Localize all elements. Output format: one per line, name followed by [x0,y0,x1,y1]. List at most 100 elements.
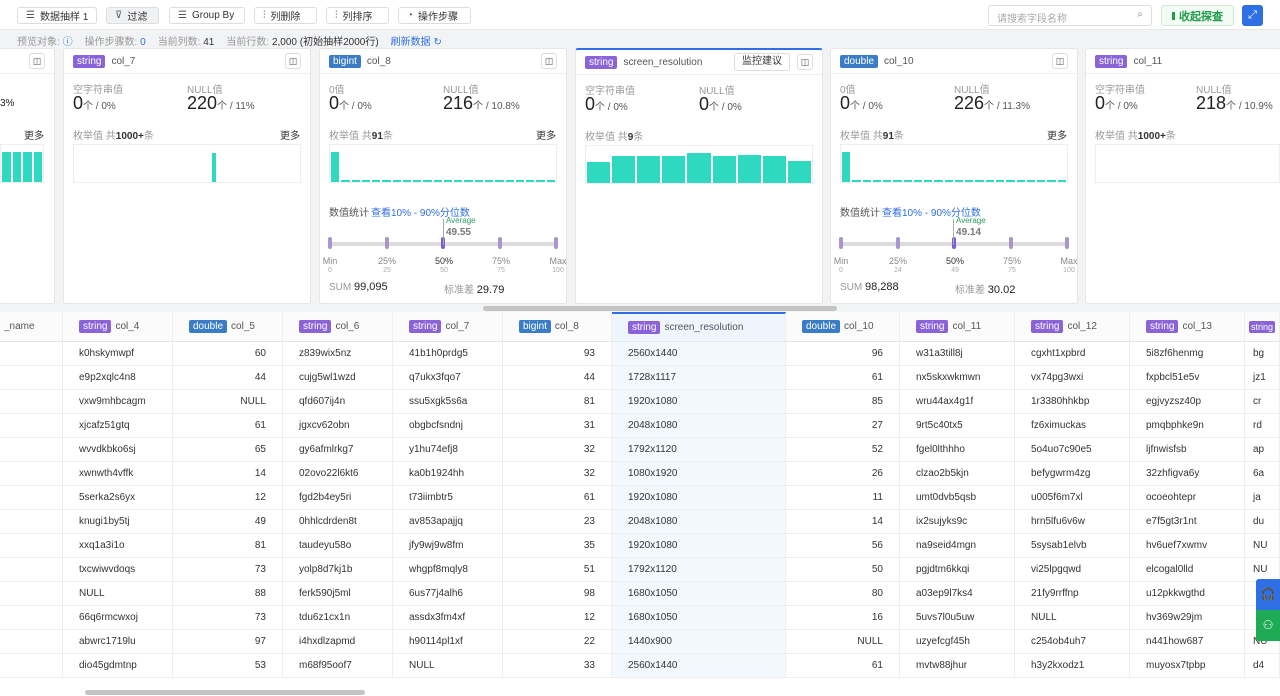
column-header-col_6[interactable]: string col_6 [283,312,393,342]
more-link[interactable]: 更多 [1047,131,1067,142]
more-link[interactable]: 更多 [280,131,300,142]
table-cell: du [1245,510,1280,534]
table-cell: 61 [173,414,283,438]
collapse-explore-button[interactable]: 收起探查 [1161,5,1234,26]
table-cell: 16 [786,606,900,630]
card-header: string col_7 ◫ [64,49,310,74]
histogram-bar [443,179,453,182]
table-cell: c254ob4uh7 [1015,630,1130,654]
more-link[interactable]: 更多 [536,131,556,142]
quantile-marker [1008,237,1013,249]
count: 216 [443,93,474,113]
table-cell [0,486,63,510]
table-horizontal-scrollbar[interactable] [85,690,365,695]
histogram-bar [862,179,871,182]
table-cell: whgpf8mqly8 [393,558,503,582]
toolbar-button-2[interactable]: ☰ Group By [169,7,245,24]
column-header-screen_resolution[interactable]: string screen_resolution [612,312,786,342]
column-toggle-button[interactable]: ◫ [797,54,813,70]
info-icon[interactable]: ⓘ [62,37,73,48]
table-cell: u12pkkwgthd [1130,582,1245,606]
histogram-bar [464,179,473,182]
table-cell: 41b1h0prdg5 [393,342,503,366]
histogram-bar [965,179,974,182]
column-header-col_8[interactable]: bigint col_8 [503,312,612,342]
type-tag: string [409,320,442,333]
quantile-link[interactable]: 查看10% - 90%分位数 [371,208,470,219]
column-header-col_10[interactable]: double col_10 [786,312,900,342]
column-toggle-button[interactable]: ◫ [1052,53,1068,69]
delete-column-icon: ⫶ [263,10,266,21]
average-label: Average [956,216,986,225]
column-header-col_12[interactable]: string col_12 [1015,312,1130,342]
table-cell: 50 [786,558,900,582]
type-tag: string [1031,320,1064,333]
histogram-bar [392,179,401,182]
table-cell: ljfnwisfsb [1130,438,1245,462]
histogram-bar [372,179,381,182]
type-tag: string [299,320,332,333]
enum-number: 1000+ [1137,131,1166,142]
table-cell: 22 [503,630,612,654]
column-header-col_11[interactable]: string col_11 [900,312,1015,342]
fullscreen-button[interactable]: ⤢ [1242,5,1263,26]
support-button[interactable]: 🎧 [1256,579,1280,610]
table-cell: 33 [503,654,612,678]
refresh-data-link[interactable]: 刷新数据 ↻ [390,37,442,48]
column-name: col_12 [1067,321,1097,332]
histogram-bar [913,179,923,182]
toolbar-button-1[interactable]: ⊽ 过滤 [106,7,159,24]
toolbar-button-label: 过滤 [127,12,148,23]
column-toggle-button[interactable]: ◫ [541,53,557,69]
type-tag: string [1146,320,1179,333]
column-name: screen_resolution [664,322,744,333]
table-cell: 21fy9rrffnp [1015,582,1130,606]
toolbar-button-0[interactable]: ☰ 数据抽样 1 [17,7,97,24]
quantile-link[interactable]: 查看10% - 90%分位数 [882,208,981,219]
histogram-bar [687,153,711,183]
stat-value: 0个 / 0% [585,94,628,115]
enum-label: 枚举值 共 [73,131,116,142]
table-cell: befygwrm4zg [1015,462,1130,486]
histogram-bar [787,160,811,183]
toolbar-button-3[interactable]: ⫶ 列删除 [254,7,317,24]
table-cell: hrn5lfu6v6w [1015,510,1130,534]
column-header-col_5[interactable]: double col_5 [173,312,283,342]
more-link[interactable]: 更多 [24,131,44,142]
column-card-col_7: string col_7 ◫ 空字符串值 NULL值 0个 / 0% 220个 / 11% 枚… [63,48,311,304]
field-search-input[interactable]: 请搜索字段名称 ⌕ [988,5,1152,26]
table-cell: ix2sujyks9c [900,510,1015,534]
user-feedback-button[interactable]: ⚇ [1256,610,1280,641]
table-cell: cgxht1xpbrd [1015,342,1130,366]
monitor-suggestion-button[interactable]: 监控建议 [734,53,790,71]
histogram-bar [211,153,216,182]
toolbar-button-5[interactable]: ◔ 操作步骤 [398,7,471,24]
column-header-col_4[interactable]: string col_4 [63,312,173,342]
column-header-col_13[interactable]: string col_13 [1130,312,1245,342]
type-tag: string [628,321,661,334]
column-header-partial[interactable]: string [1245,312,1280,342]
card-header: string screen_resolution 监控建议 ◫ [576,50,822,75]
enum-number: 91 [882,131,894,142]
column-toggle-button[interactable]: ◫ [285,53,301,69]
count: 0 [73,93,84,113]
column-toggle-button[interactable]: ◫ [29,53,45,69]
type-tag: bigint [329,54,361,68]
column-header-col_7[interactable]: string col_7 [393,312,503,342]
table-cell: 35 [503,534,612,558]
histogram-bar [985,179,994,182]
histogram-bar [484,179,494,182]
count: 0 [329,93,340,113]
histogram [840,144,1068,183]
histogram-bar [762,155,786,183]
table-cell: jgxcv62obn [283,414,393,438]
cards-horizontal-scrollbar[interactable] [483,306,837,311]
table-cell: 44 [173,366,283,390]
sum-value: 98,288 [865,281,899,293]
table-cell: 66q6rmcwxoj [63,606,173,630]
toolbar-button-4[interactable]: ⫶ 列排序 [326,7,389,24]
count: 226 [954,93,985,113]
table-cell: pgjdtm6kkqi [900,558,1015,582]
data-table: _name string col_4 double col_5 string col_6 st… [0,312,1280,696]
column-header-_name[interactable]: _name [0,312,63,342]
